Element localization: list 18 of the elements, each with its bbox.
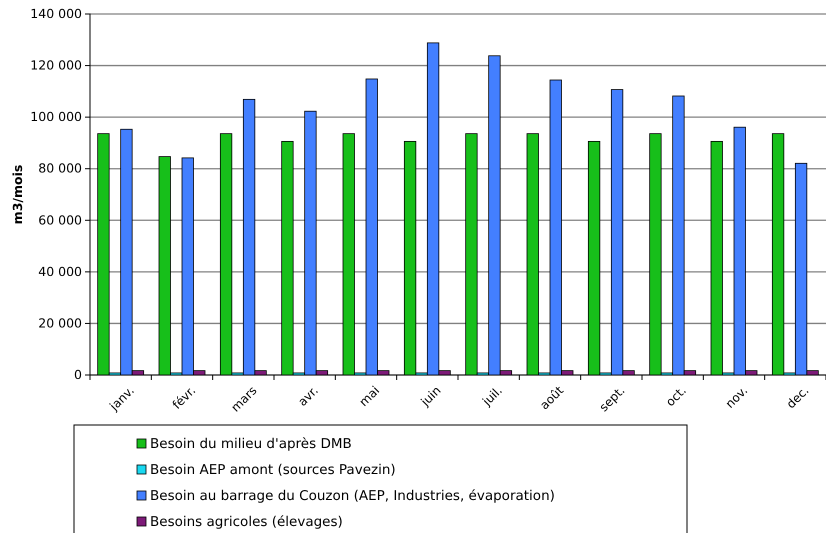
y-tick-label: 80 000 [38,160,82,176]
x-tick-label: nov. [722,383,750,411]
y-tick-label: 60 000 [38,212,82,228]
y-tick-label: 100 000 [30,109,82,124]
y-tick-label: 120 000 [30,58,82,73]
x-tick-label: oct. [663,383,689,410]
x-tick-label: juil. [479,383,505,410]
x-tick-label: avr. [295,383,321,409]
y-tick-label: 140 000 [30,6,82,21]
y-tick-label: 20 000 [38,315,82,330]
legend-label: Besoins agricoles (élevages) [150,514,343,530]
legend-label: Besoin au barrage du Couzon (AEP, Industries, évaporation) [150,488,555,504]
y-axis-title: m3/mois [10,164,25,224]
legend-label: Besoin du milieu d'après DMB [150,436,352,452]
y-tick-label: 40 000 [38,264,82,279]
legend-label: Besoin AEP amont (sources Pavezin) [150,462,396,478]
x-tick-label: dec. [784,383,812,412]
y-tick-label: 0 [74,367,82,382]
